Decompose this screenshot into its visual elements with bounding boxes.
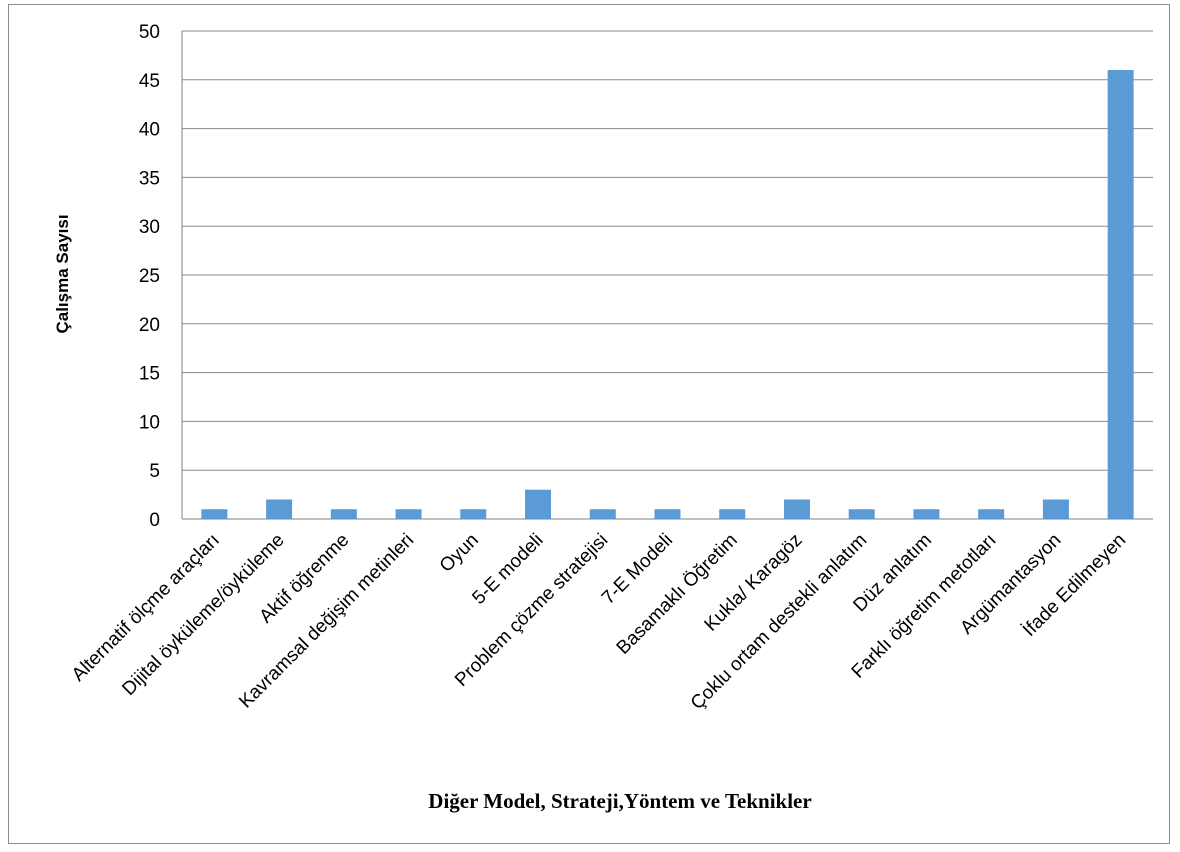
gridlines <box>181 30 1153 520</box>
y-tick-label: 20 <box>139 315 160 336</box>
y-tick-label: 45 <box>139 71 160 92</box>
y-tick-label: 35 <box>139 168 160 189</box>
y-tick-label: 0 <box>149 510 160 531</box>
bar <box>913 509 940 519</box>
y-tick-label: 40 <box>139 120 160 141</box>
bar <box>783 499 810 519</box>
y-tick-label: 30 <box>139 217 160 238</box>
category-label: Basamaklı Öğretim <box>613 530 742 659</box>
bar <box>848 509 875 519</box>
bar <box>1107 70 1134 519</box>
bar <box>1042 499 1069 519</box>
bar <box>589 509 616 519</box>
y-tick-label: 50 <box>139 22 160 43</box>
y-tick-labels: 0 5 10 15 20 25 30 35 40 45 50 <box>139 22 160 531</box>
bar <box>395 509 422 519</box>
bar <box>978 509 1005 519</box>
bar <box>266 499 293 519</box>
bar <box>460 509 487 519</box>
chart-frame <box>8 4 1170 844</box>
bar <box>525 489 552 519</box>
bar <box>719 509 746 519</box>
y-tick-label: 5 <box>149 461 160 482</box>
y-tick-label: 10 <box>139 412 160 433</box>
bar <box>201 509 228 519</box>
category-label: Oyun <box>436 530 483 577</box>
bar <box>330 509 357 519</box>
y-axis-label: Çalışma Sayısı <box>53 214 72 333</box>
bar <box>654 509 681 519</box>
bars <box>201 70 1134 519</box>
x-axis-label: Diğer Model, Strateji,Yöntem ve Teknikle… <box>428 789 811 813</box>
y-tick-label: 25 <box>139 266 160 287</box>
y-tick-label: 15 <box>139 364 160 385</box>
